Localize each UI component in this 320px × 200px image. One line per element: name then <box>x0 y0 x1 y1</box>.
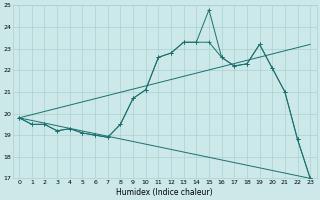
X-axis label: Humidex (Indice chaleur): Humidex (Indice chaleur) <box>116 188 213 197</box>
